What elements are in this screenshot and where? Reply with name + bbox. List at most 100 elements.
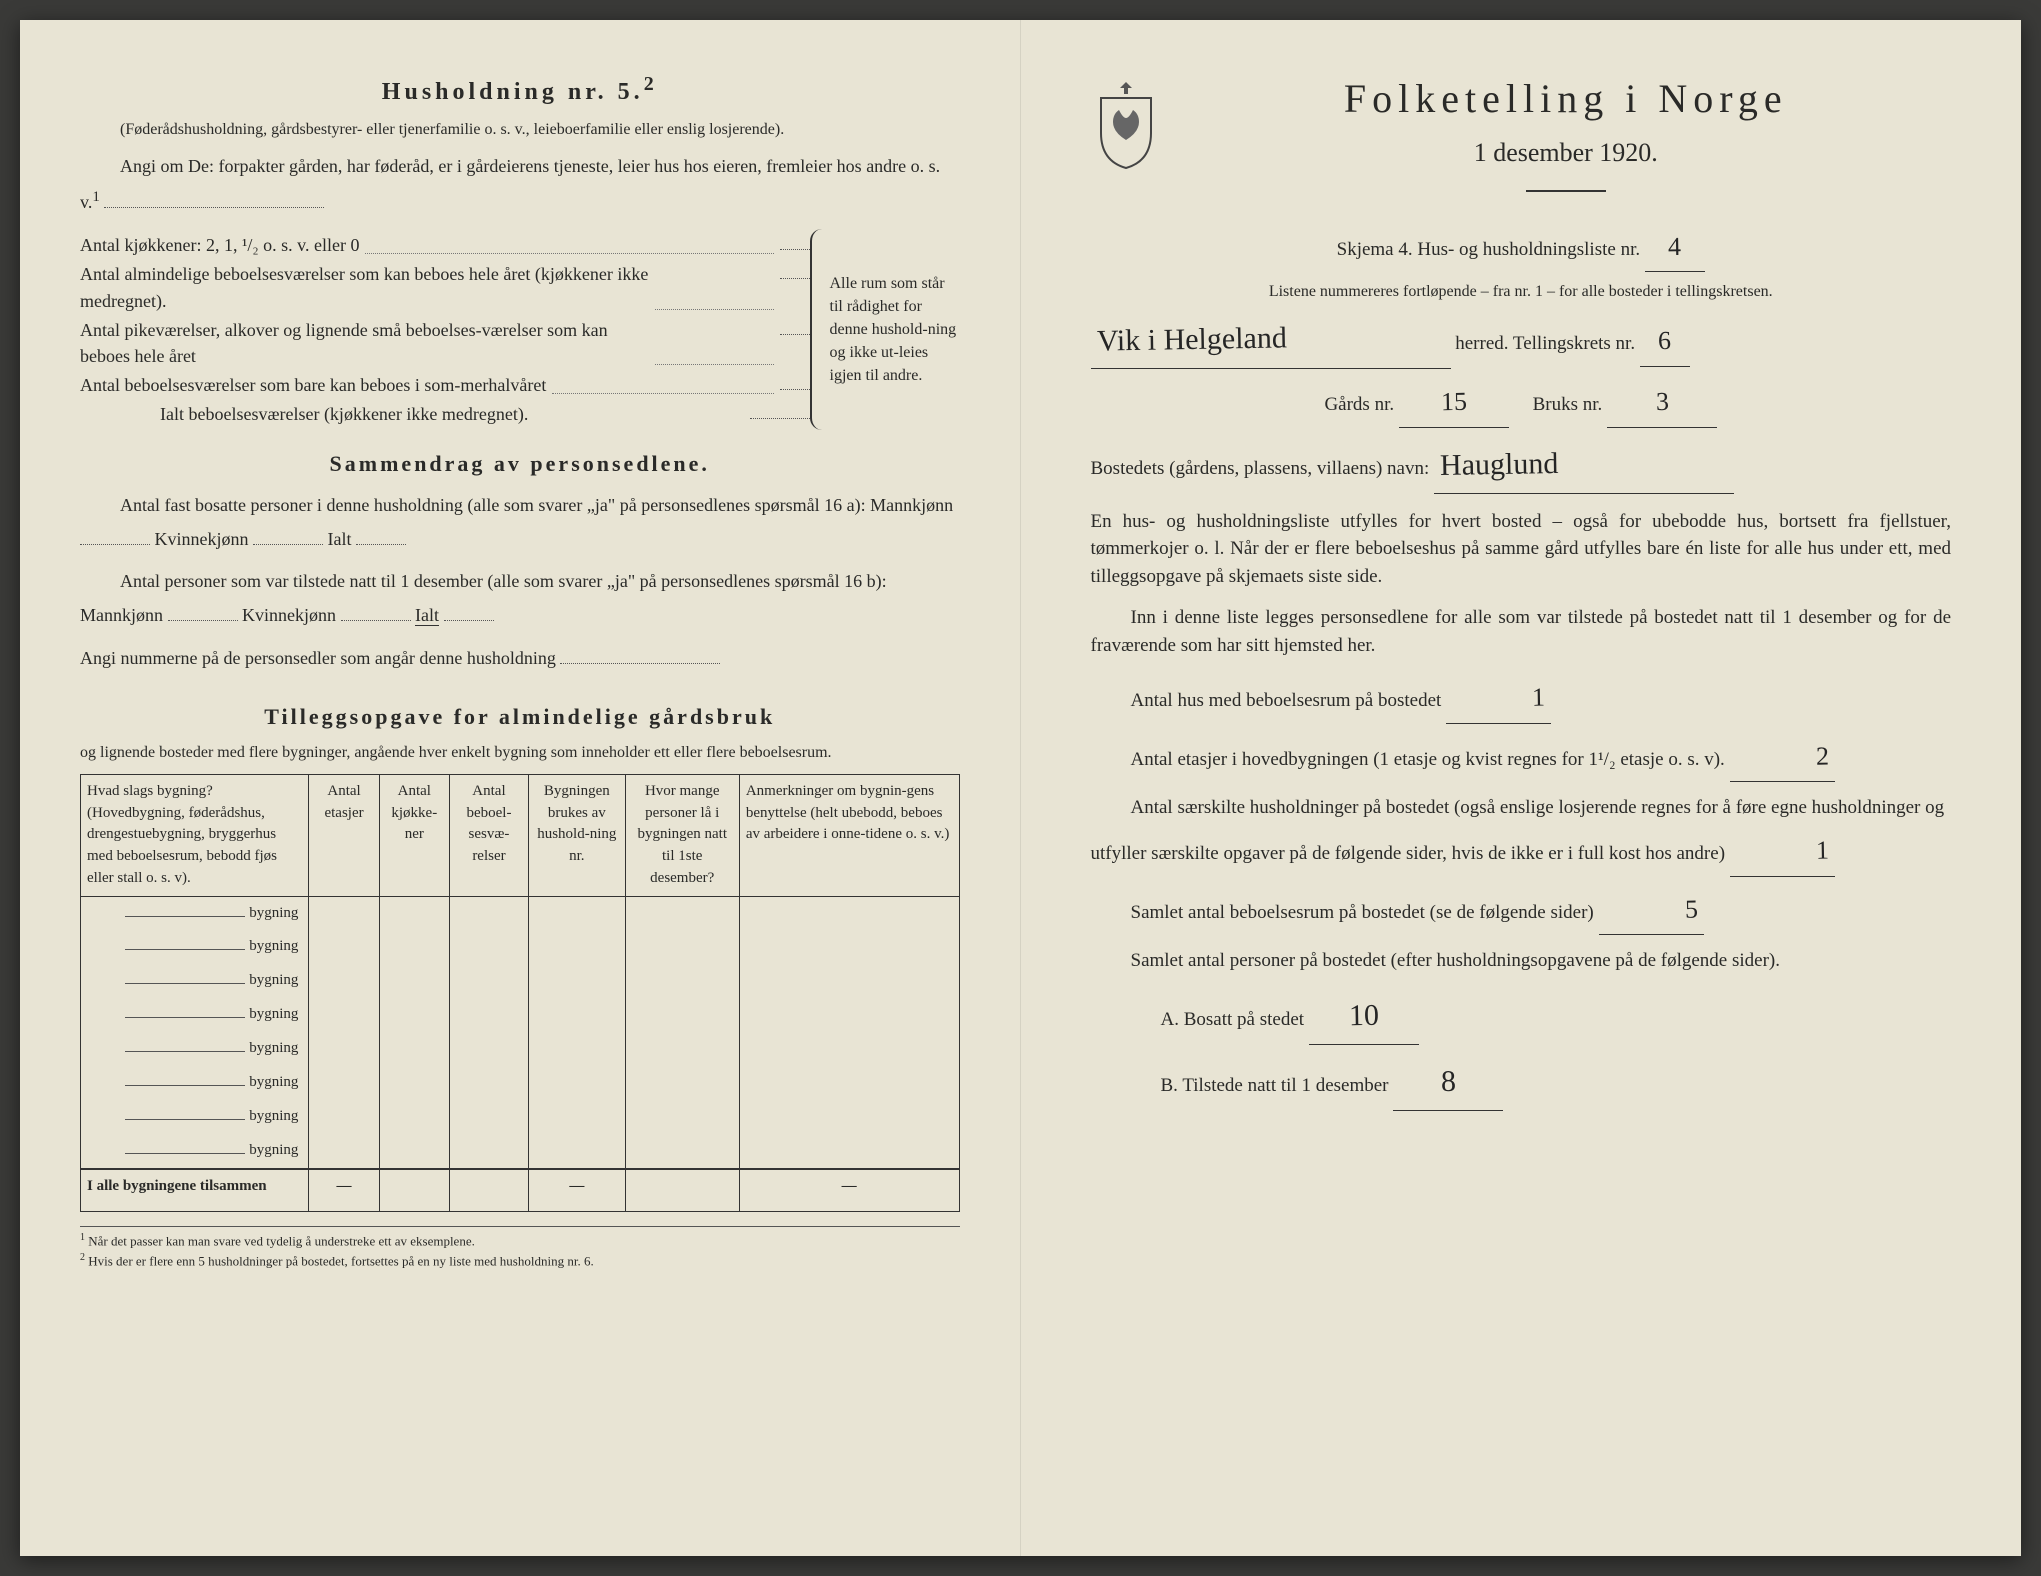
q2-line: Antal etasjer i hovedbygningen (1 etasje…: [1091, 732, 1952, 782]
row-label-cell[interactable]: bygning: [81, 930, 309, 964]
blank[interactable]: [341, 603, 411, 621]
qB-line: B. Tilstede natt til 1 desember 8: [1091, 1053, 1952, 1111]
table-cell[interactable]: [529, 1134, 626, 1169]
rooms-blank[interactable]: [780, 261, 810, 279]
table-cell[interactable]: [309, 964, 379, 998]
table-cell[interactable]: [379, 964, 449, 998]
table-cell[interactable]: [449, 930, 528, 964]
table-cell[interactable]: [625, 998, 739, 1032]
table-cell[interactable]: [379, 1134, 449, 1169]
coat-of-arms-icon: [1091, 80, 1161, 170]
blank[interactable]: [168, 603, 238, 621]
rooms-blank[interactable]: [780, 372, 810, 390]
table-cell[interactable]: [309, 1032, 379, 1066]
herred-value[interactable]: Vik i Helgeland: [1091, 311, 1451, 369]
q2-value[interactable]: 2: [1730, 732, 1835, 782]
gards-value[interactable]: 15: [1399, 377, 1509, 427]
row-label-cell[interactable]: bygning: [81, 1100, 309, 1134]
table-cell[interactable]: [449, 896, 528, 930]
table-cell[interactable]: [625, 964, 739, 998]
bosted-value[interactable]: Hauglund: [1434, 436, 1734, 494]
row-label-cell[interactable]: bygning: [81, 964, 309, 998]
table-cell[interactable]: [529, 964, 626, 998]
table-cell[interactable]: [529, 998, 626, 1032]
qA-value[interactable]: 10: [1309, 987, 1419, 1045]
table-cell[interactable]: [449, 1066, 528, 1100]
q3-value[interactable]: 1: [1730, 826, 1835, 876]
q1-value[interactable]: 1: [1446, 673, 1551, 723]
table-cell[interactable]: [739, 1134, 959, 1169]
table-cell[interactable]: [739, 1066, 959, 1100]
table-cell[interactable]: [379, 1032, 449, 1066]
row-label-cell[interactable]: bygning: [81, 896, 309, 930]
qA-line: A. Bosatt på stedet 10: [1091, 987, 1952, 1045]
table-cell[interactable]: [309, 896, 379, 930]
table-cell[interactable]: [309, 998, 379, 1032]
tillegg-sub: og lignende bosteder med flere bygninger…: [80, 741, 960, 764]
table-cell[interactable]: [625, 896, 739, 930]
table-cell[interactable]: [449, 964, 528, 998]
row-label-cell[interactable]: bygning: [81, 1066, 309, 1100]
rooms-item: Antal almindelige beboelsesværelser som …: [80, 261, 810, 313]
rooms-blank[interactable]: [780, 317, 810, 335]
table-cell[interactable]: [379, 1100, 449, 1134]
table-cell[interactable]: [739, 964, 959, 998]
table-cell[interactable]: [309, 1134, 379, 1169]
table-row: bygning: [81, 964, 960, 998]
table-cell[interactable]: [449, 1100, 528, 1134]
table-cell[interactable]: [379, 998, 449, 1032]
table-cell[interactable]: [739, 1100, 959, 1134]
table-cell[interactable]: [379, 896, 449, 930]
table-cell[interactable]: [529, 1032, 626, 1066]
q4-value[interactable]: 5: [1599, 885, 1704, 935]
rooms-item: Antal kjøkkener: 2, 1, ¹/₂ o. s. v. elle…: [80, 232, 810, 258]
row-label-cell[interactable]: bygning: [81, 1134, 309, 1169]
skjema-value-hand: 4: [1668, 222, 1682, 272]
blank[interactable]: [253, 527, 323, 545]
table-cell[interactable]: [529, 1066, 626, 1100]
table-cell[interactable]: [739, 930, 959, 964]
gards-label: Gårds nr.: [1324, 394, 1394, 415]
sammendrag-line-1: Antal fast bosatte personer i denne hush…: [80, 488, 960, 556]
krets-value[interactable]: 6: [1640, 316, 1690, 366]
table-cell[interactable]: [739, 896, 959, 930]
table-cell[interactable]: [625, 1100, 739, 1134]
table-cell[interactable]: [625, 1032, 739, 1066]
table-cell[interactable]: [449, 998, 528, 1032]
table-cell[interactable]: [625, 1134, 739, 1169]
table-cell[interactable]: [529, 1100, 626, 1134]
table-cell[interactable]: [529, 896, 626, 930]
table-cell[interactable]: [449, 1032, 528, 1066]
total-label: I alle bygningene tilsammen: [81, 1169, 309, 1211]
angi-blank[interactable]: [104, 190, 324, 208]
qB-value[interactable]: 8: [1393, 1053, 1503, 1111]
bruks-value[interactable]: 3: [1607, 377, 1717, 427]
th: Bygningen brukes av hushold-ning nr.: [529, 774, 626, 896]
table-cell[interactable]: [449, 1134, 528, 1169]
table-cell[interactable]: [379, 1066, 449, 1100]
blank[interactable]: [356, 527, 406, 545]
blank[interactable]: [444, 603, 494, 621]
table-total-row: I alle bygningene tilsammen———: [81, 1169, 960, 1211]
krets-hand: 6: [1658, 316, 1672, 366]
skjema-value[interactable]: 4: [1645, 222, 1705, 272]
table-cell[interactable]: [739, 998, 959, 1032]
table-row: bygning: [81, 998, 960, 1032]
sammendrag-line-3: Angi nummerne på de personsedler som ang…: [80, 641, 960, 675]
rooms-brace-block: Antal kjøkkener: 2, 1, ¹/₂ o. s. v. elle…: [80, 229, 960, 430]
table-cell[interactable]: [379, 930, 449, 964]
table-cell[interactable]: [309, 1100, 379, 1134]
row-label-cell[interactable]: bygning: [81, 998, 309, 1032]
table-cell[interactable]: [529, 930, 626, 964]
blank[interactable]: [560, 646, 720, 664]
rooms-blank[interactable]: [750, 401, 810, 419]
table-cell[interactable]: [625, 1066, 739, 1100]
table-cell[interactable]: [739, 1032, 959, 1066]
rooms-blank[interactable]: [780, 232, 810, 250]
table-cell[interactable]: [625, 930, 739, 964]
row-label-cell[interactable]: bygning: [81, 1032, 309, 1066]
blank[interactable]: [80, 527, 150, 545]
table-row: bygning: [81, 1100, 960, 1134]
table-cell[interactable]: [309, 1066, 379, 1100]
table-cell[interactable]: [309, 930, 379, 964]
